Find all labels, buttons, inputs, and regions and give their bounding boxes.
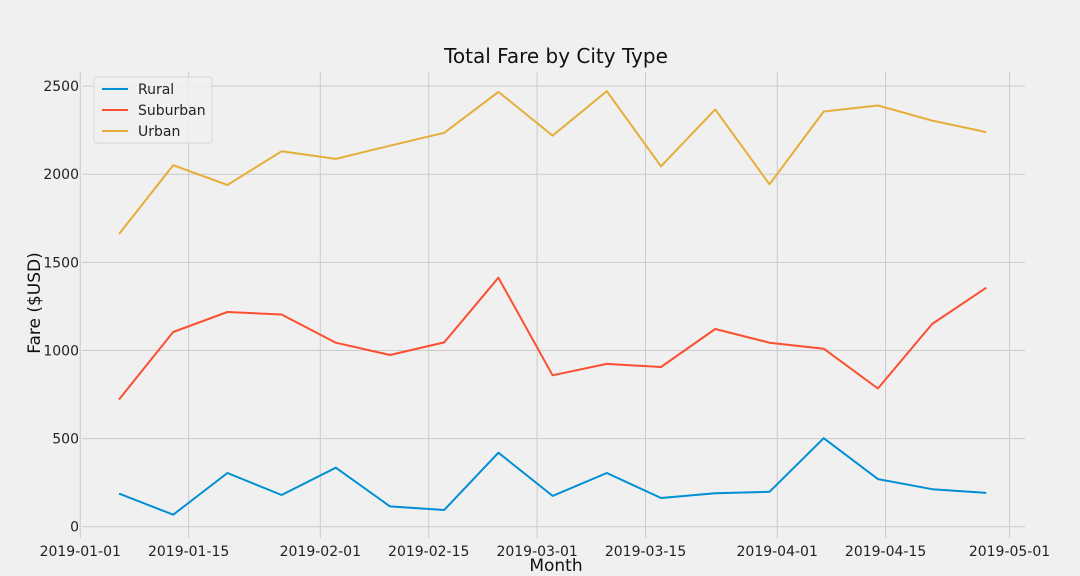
legend: Rural Suburban Urban (93, 76, 213, 144)
legend-label: Rural (138, 82, 174, 98)
x-tick-label: 2019-04-15 (845, 544, 926, 560)
x-tick-label: 2019-01-15 (148, 544, 229, 560)
x-axis-title: Month (529, 556, 582, 576)
series-line-urban (118, 90, 987, 235)
x-tick-label: 2019-02-01 (280, 544, 361, 560)
legend-label: Suburban (138, 103, 206, 119)
series-lines (118, 90, 987, 516)
x-tick-label: 2019-05-01 (969, 544, 1050, 560)
x-tick-label: 2019-04-01 (737, 544, 818, 560)
x-tick-label: 2019-01-01 (40, 544, 121, 560)
series-line-rural (118, 437, 987, 516)
y-tick-label: 2000 (43, 167, 79, 183)
y-tick-label: 500 (52, 432, 79, 448)
y-tick-label: 0 (70, 520, 79, 536)
grid (79, 72, 1025, 532)
y-tick-label: 1000 (43, 343, 79, 359)
legend-label: Urban (138, 124, 180, 140)
series-line-suburban (118, 276, 987, 401)
legend-box (93, 76, 213, 144)
y-axis-ticks: 0 500 1000 1500 2000 2500 (43, 79, 88, 536)
chart-title: Total Fare by City Type (443, 44, 668, 68)
x-tick-label: 2019-03-15 (605, 544, 686, 560)
x-tick-label: 2019-02-15 (388, 544, 469, 560)
y-tick-label: 1500 (43, 255, 79, 271)
y-axis-title: Fare ($USD) (25, 252, 45, 354)
y-tick-label: 2500 (43, 79, 79, 95)
x-tick-label: 2019-03-01 (496, 544, 577, 560)
x-axis-ticks: 2019-01-01 2019-01-15 2019-02-01 2019-02-15… (40, 532, 1050, 560)
